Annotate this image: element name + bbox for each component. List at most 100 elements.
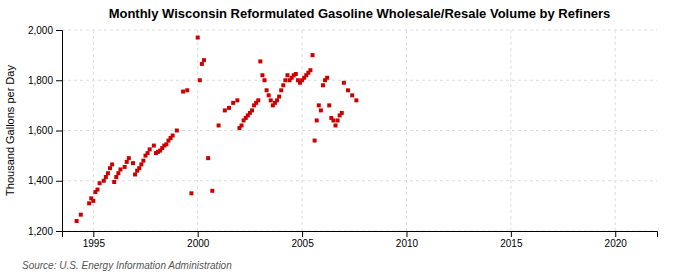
tick-mark [56, 80, 62, 81]
tick: 2,000 [28, 25, 62, 36]
point [256, 98, 260, 102]
point [152, 144, 156, 148]
tick-label: 1,800 [28, 75, 53, 86]
tick-mark [56, 131, 62, 132]
tick-label: 2010 [396, 238, 419, 249]
tick: 1,600 [28, 125, 62, 136]
point [227, 106, 231, 110]
grid-line [510, 30, 511, 231]
point [164, 142, 168, 146]
point [137, 166, 141, 170]
point [277, 95, 281, 99]
point [340, 111, 344, 115]
tick-mark [56, 30, 62, 31]
point [240, 123, 244, 127]
point [281, 83, 285, 87]
grid-line [62, 180, 657, 181]
tick-mark [198, 231, 199, 237]
point [231, 101, 235, 105]
point [265, 88, 269, 92]
point [102, 179, 106, 183]
grid-line [62, 130, 657, 131]
point [131, 161, 135, 165]
tick-label: 2000 [187, 238, 210, 249]
y-axis-title: Thousand Gallons per Day [4, 65, 16, 196]
point [279, 88, 283, 92]
point [223, 108, 227, 112]
point [139, 162, 143, 166]
point [311, 53, 315, 57]
point [350, 93, 354, 97]
tick-label: 1,400 [28, 175, 53, 186]
point [106, 171, 110, 175]
point [116, 171, 120, 175]
tick-mark [56, 181, 62, 182]
tick-label: 2020 [605, 238, 628, 249]
point [181, 90, 185, 94]
point [112, 180, 116, 184]
point [346, 88, 350, 92]
plot-area: 1995200020052010201520201,2001,4001,6001… [28, 25, 658, 249]
point [175, 129, 179, 133]
point [260, 73, 264, 77]
annotation: Source: U.S. Energy Information Administ… [22, 260, 232, 271]
tick: 2020 [605, 231, 628, 249]
tick: 2000 [187, 231, 210, 249]
point [110, 162, 114, 166]
point [108, 166, 112, 170]
tick-label: 2005 [291, 238, 314, 249]
point [202, 58, 206, 62]
tick-label: 1995 [83, 238, 106, 249]
point [75, 219, 79, 223]
axis-line [63, 232, 658, 238]
tick: 1,400 [28, 175, 62, 186]
point [125, 160, 129, 164]
grid-line [62, 30, 657, 31]
point [354, 98, 358, 102]
points [75, 36, 359, 223]
point [313, 139, 317, 143]
tick-mark [511, 231, 512, 237]
point [331, 118, 335, 122]
tick-mark [93, 231, 94, 237]
point [171, 134, 175, 138]
tick: 1995 [83, 231, 106, 249]
y-axis: 1,2001,4001,6001,8002,000 [28, 25, 63, 237]
point [91, 199, 95, 203]
axis-line [56, 31, 63, 232]
point [141, 159, 145, 163]
tick-label: 2015 [500, 238, 523, 249]
grid-line [62, 80, 657, 81]
x-axis: 1995 2000 2005 2010 2015 2020 [63, 231, 658, 249]
tick-mark [56, 231, 62, 232]
title: Monthly Wisconsin Reformulated Gasoline … [109, 6, 611, 21]
tick-label: 2,000 [28, 25, 53, 36]
point [333, 123, 337, 127]
point [275, 98, 279, 102]
point [196, 36, 200, 40]
point [294, 72, 298, 76]
point [342, 81, 346, 85]
point [127, 156, 131, 160]
point [114, 175, 118, 179]
tick: 2010 [396, 231, 419, 249]
grid-line [197, 30, 198, 231]
tick: 2005 [291, 231, 314, 249]
point [210, 189, 214, 193]
point [269, 98, 273, 102]
point [95, 188, 99, 192]
chart: 1995200020052010201520201,2001,4001,6001… [0, 0, 675, 275]
point [317, 103, 321, 107]
point [315, 118, 319, 122]
point [98, 181, 102, 185]
point [79, 213, 83, 217]
point [104, 175, 108, 179]
tick-label: 1,600 [28, 125, 53, 136]
point [258, 59, 262, 63]
point [263, 78, 267, 82]
point [308, 68, 312, 72]
point [250, 108, 254, 112]
point [321, 83, 325, 87]
point [148, 147, 152, 151]
point [283, 78, 287, 82]
